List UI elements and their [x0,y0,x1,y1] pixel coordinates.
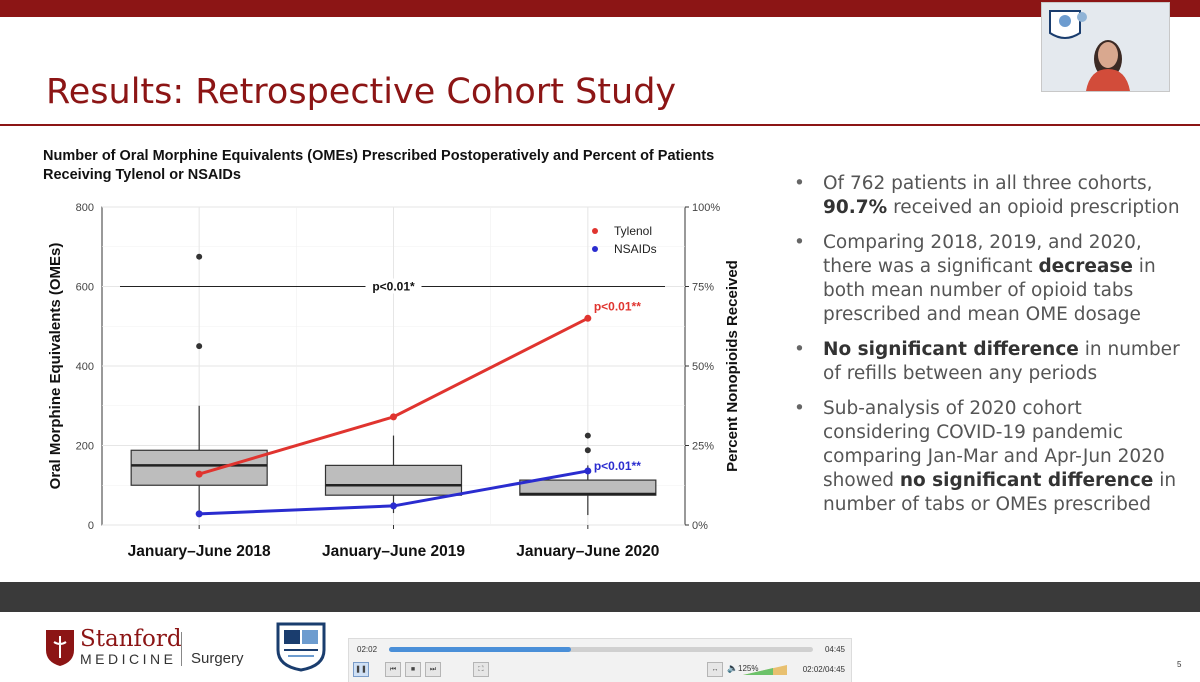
finding-text: received an opioid prescription [887,197,1180,218]
x-tick-label: January–June 2019 [322,543,465,560]
stanford-shield-icon [46,630,74,666]
box-outlier [196,343,203,350]
y2-tick-label: 50% [692,361,714,373]
significance-label-bg [365,278,422,294]
y-tick-label: 200 [76,441,94,453]
fullscreen-button[interactable]: ⛶ [473,662,489,677]
media-player: 02:02 04:45 ❚❚ ⏮ ■ ⏭ ⛶ ↔ 🔈 125% 02:02/04… [348,638,852,682]
opioid-chart: 0 200 400 600 800 0% 25% 50% 75% 100% Oral Morphin… [47,202,740,560]
finding-text: Of 762 patients in all three cohorts, [823,173,1153,194]
series-point-nsaids [195,510,203,518]
bullet-icon: • [794,232,805,253]
title-divider [0,124,1200,126]
seek-bar[interactable] [389,647,813,652]
finding-highlight: decrease [1038,256,1133,277]
significance-label: p<0.01* [372,280,415,294]
finding-item: • Comparing 2018, 2019, and 2020, there w… [790,231,1190,327]
finding-highlight: no significant difference [899,470,1154,491]
bullet-icon: • [794,173,805,194]
y2-tick-label: 100% [692,202,720,214]
box-outlier [584,447,591,454]
finding-text: in number of refills between any periods [823,339,1180,384]
y2-tick-label: 75% [692,282,714,294]
top-brand-bar [0,0,1200,17]
finding-text: Comparing 2018, 2019, and 2020, there wa… [823,232,1142,277]
box-outlier [584,432,591,439]
legend-marker [592,246,598,252]
finding-highlight: No significant difference [823,339,1079,360]
x-tick-label: January–June 2020 [516,543,659,560]
chart-title: Number of Oral Morphine Equivalents (OME… [43,148,715,183]
player-total-time: 04:45 [824,645,845,654]
nsaids-pvalue-label: p<0.01** [594,459,641,473]
slide-title: Results: Retrospective Cohort Study [46,72,677,112]
finding-text: Sub-analysis of 2020 cohort considering … [823,398,1165,491]
y2-tick-label: 0% [692,520,708,532]
finding-item: • No significant difference in number of … [790,338,1190,386]
presenter-video-image [1042,3,1169,91]
stop-button[interactable]: ■ [405,662,421,677]
series-point-tylenol [390,413,397,421]
finding-item: • Of 762 patients in all three cohorts, 9… [790,172,1190,220]
y2-tick-label: 25% [692,441,714,453]
box-outlier [196,253,203,260]
presenter-video[interactable] [1041,2,1170,92]
finding-text: in number of tabs or OMEs prescribed [823,470,1177,515]
box [324,464,463,496]
series-point-nsaids [584,467,592,475]
volume-slider[interactable] [743,665,787,675]
y-tick-label: 0 [88,520,94,532]
bullet-icon: • [794,398,805,419]
y-tick-label: 400 [76,361,94,373]
key-findings-list: • Of 762 patients in all three cohorts, 9… [790,172,1190,528]
series-point-tylenol [584,314,592,322]
pause-button[interactable]: ❚❚ [353,662,369,677]
seek-bar-fill [389,647,572,652]
acs-badge-icon [276,622,326,672]
x-tick-label: January–June 2018 [128,543,271,560]
y2-axis-label: Percent Nonopioids Received [724,260,740,472]
slide-number: 5 [1177,660,1182,669]
skip-forward-button[interactable]: ⏭ [425,662,441,677]
volume-icon[interactable]: 🔈 [727,663,739,673]
finding-item: • Sub-analysis of 2020 cohort considering… [790,397,1190,517]
footer-separator [181,632,182,666]
stanford-wordmark: Stanford [80,626,182,652]
series-point-tylenol [195,470,203,478]
legend-marker [592,228,598,234]
y-tick-label: 600 [76,282,94,294]
slide-bottom-band [0,582,1200,612]
resize-button[interactable]: ↔ [707,662,723,677]
medicine-wordmark: MEDICINE [80,651,177,667]
y-tick-label: 800 [76,202,94,214]
finding-highlight: 90.7% [823,197,888,218]
tylenol-pvalue-label: p<0.01** [594,299,641,313]
box [130,449,268,486]
department-label: Surgery [191,650,244,667]
player-time-readout: 02:02/04:45 [802,665,845,674]
finding-text: in both mean number of opioid tabs presc… [823,256,1156,325]
series-point-nsaids [390,502,397,510]
bullet-icon: • [794,339,805,360]
player-current-time: 02:02 [357,645,378,654]
legend-label: NSAIDs [614,242,657,256]
y-axis-label: Oral Morphine Equivalents (OMEs) [47,243,64,490]
playback-speed[interactable]: 125% [738,664,759,673]
skip-back-button[interactable]: ⏮ [385,662,401,677]
legend-label: Tylenol [614,224,652,238]
